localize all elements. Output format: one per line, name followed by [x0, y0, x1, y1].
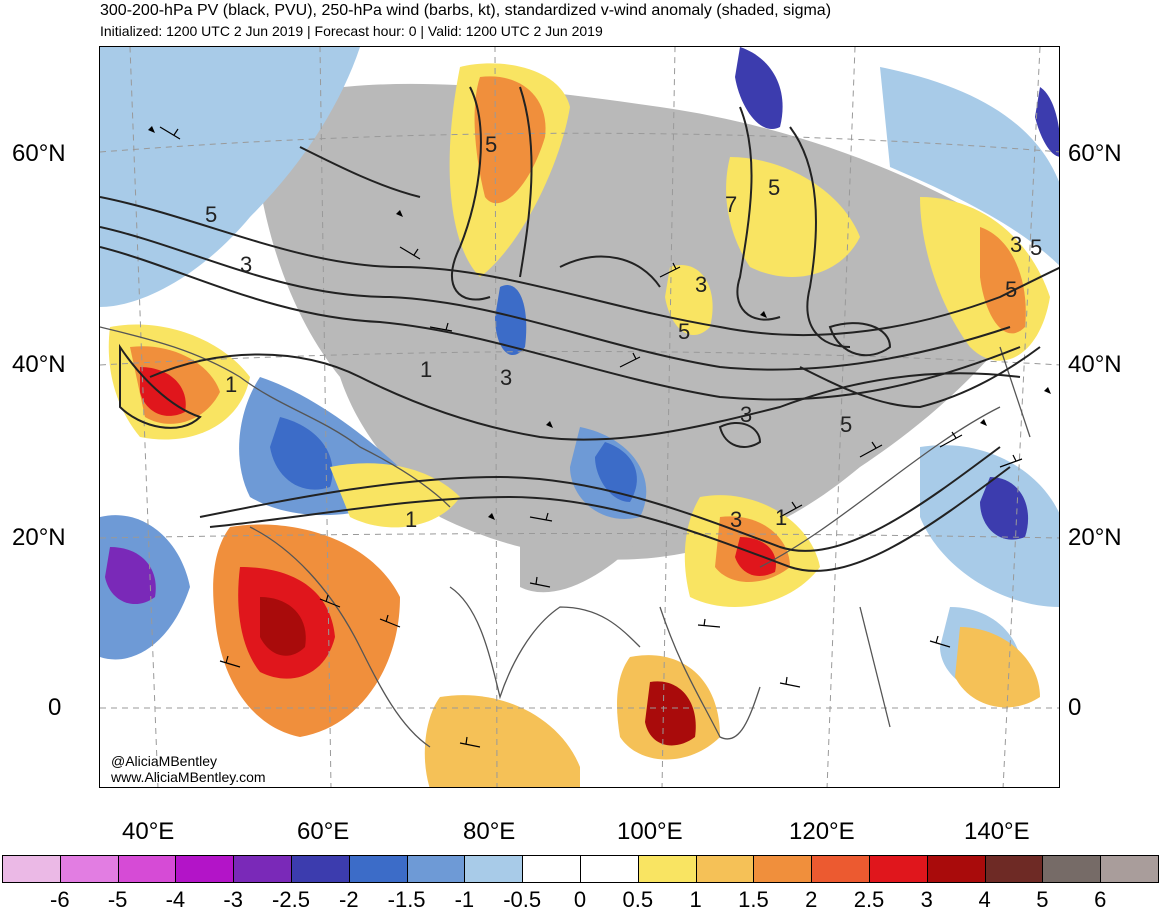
- colorbar-cell: [869, 855, 928, 883]
- wind-barb-flags: [148, 126, 1051, 520]
- colorbar-cell: [117, 855, 177, 883]
- colorbar-cell: [233, 855, 292, 883]
- colorbar-tick-label: 1.5: [738, 887, 769, 912]
- contour-label: 5: [768, 175, 780, 200]
- lon-label-140e: 140°E: [964, 818, 1030, 845]
- contour-label: 3: [500, 365, 512, 390]
- colorbar-tick-label: 3: [920, 887, 933, 912]
- map-graphic: 5 5 3 3 1 1 1 3 5 5 5 3 1 3 3 5 5 7: [100, 47, 1059, 787]
- contour-label: 1: [225, 372, 237, 397]
- credit-handle: @AliciaMBentley: [111, 753, 218, 769]
- lon-label-120e: 120°E: [789, 818, 855, 845]
- lat-label-40n-left: 40°N: [12, 351, 66, 378]
- colorbar-tick-label: 6: [1094, 887, 1107, 912]
- lat-label-20n-left: 20°N: [12, 524, 66, 551]
- lon-label-80e: 80°E: [463, 818, 516, 845]
- colorbar-tick-label: -3: [223, 887, 243, 912]
- colorbar-cell: [348, 855, 408, 883]
- colorbar-tick-label: 4: [978, 887, 991, 912]
- colorbar-cell: [522, 855, 581, 883]
- coastlines: [100, 326, 1031, 748]
- colorbar-cell: [291, 855, 350, 883]
- contour-label: 5: [1005, 277, 1017, 302]
- contour-label: 1: [405, 507, 417, 532]
- colorbar-cell: [1100, 855, 1159, 883]
- contour-label: 5: [485, 132, 497, 157]
- lon-label-40e: 40°E: [122, 818, 175, 845]
- colorbar-tick-label: 2: [805, 887, 818, 912]
- pv-contours: [100, 86, 1059, 572]
- colorbar: [2, 855, 1159, 885]
- credit-url: www.AliciaMBentley.com: [111, 769, 266, 785]
- colorbar-cell: [811, 855, 870, 883]
- contour-label: 7: [725, 192, 737, 217]
- contour-label: 3: [240, 252, 252, 277]
- colorbar-tick-label: -0.5: [503, 887, 542, 912]
- contour-label: 5: [205, 202, 217, 227]
- graticule: [100, 47, 1059, 787]
- colorbar-cell: [464, 855, 524, 883]
- colorbar-tick-label: 2.5: [853, 887, 885, 912]
- colorbar-cell: [59, 855, 119, 883]
- lat-label-20n-right: 20°N: [1068, 524, 1122, 551]
- colorbar-cell: [2, 855, 61, 883]
- map-subtitle: Initialized: 1200 UTC 2 Jun 2019 | Forec…: [100, 23, 603, 39]
- colorbar-cell: [926, 855, 986, 883]
- lat-label-eq-right: 0: [1068, 694, 1082, 721]
- lat-label-60n-right: 60°N: [1068, 140, 1122, 167]
- colorbar-tick-label: -2: [339, 887, 359, 912]
- contour-labels: 5 5 3 3 1 1 1 3 5 5 5 3 1 3 3 5 5 7: [205, 132, 1042, 532]
- colorbar-tick-label: 0: [573, 887, 587, 912]
- colorbar-cell: [406, 855, 466, 883]
- contour-label: 5: [678, 319, 690, 344]
- colorbar-tick-label: -6: [50, 887, 70, 912]
- contour-label: 3: [695, 272, 707, 297]
- colorbar-cell: [984, 855, 1044, 883]
- anomaly-shading: [100, 47, 1059, 787]
- colorbar-cell: [753, 855, 813, 883]
- wind-barbs: [159, 126, 1023, 748]
- colorbar-tick-label: 0.5: [622, 887, 654, 912]
- contour-label: 5: [1030, 235, 1042, 260]
- lat-label-eq-left: 0: [48, 694, 62, 721]
- lat-label-60n-left: 60°N: [12, 140, 66, 167]
- colorbar-cell: [637, 855, 697, 883]
- lon-label-60e: 60°E: [297, 818, 350, 845]
- colorbar-tick-label: -2.5: [272, 887, 310, 912]
- colorbar-tick-label: -5: [107, 887, 128, 912]
- colorbar-cell: [580, 855, 639, 883]
- lon-label-100e: 100°E: [617, 818, 683, 845]
- colorbar-tick-label: -1: [454, 887, 475, 912]
- contour-label: 1: [420, 357, 432, 382]
- contour-label: 5: [840, 412, 852, 437]
- contour-label: 1: [775, 505, 787, 530]
- colorbar-cell: [175, 855, 235, 883]
- contour-label: 3: [740, 402, 752, 427]
- colorbar-tick-label: 5: [1036, 887, 1049, 912]
- colorbar-cell: [1042, 855, 1102, 883]
- contour-label: 3: [730, 507, 742, 532]
- lat-label-40n-right: 40°N: [1068, 351, 1122, 378]
- contour-label: 3: [1010, 232, 1022, 257]
- weather-map: 5 5 3 3 1 1 1 3 5 5 5 3 1 3 3 5 5 7 @Ali…: [99, 46, 1060, 788]
- colorbar-cell: [695, 855, 755, 883]
- colorbar-tick-label: 1: [689, 887, 702, 912]
- colorbar-tick-label: -1.5: [387, 887, 426, 912]
- map-title: 300-200-hPa PV (black, PVU), 250-hPa win…: [100, 2, 832, 19]
- colorbar-tick-label: -4: [165, 887, 186, 912]
